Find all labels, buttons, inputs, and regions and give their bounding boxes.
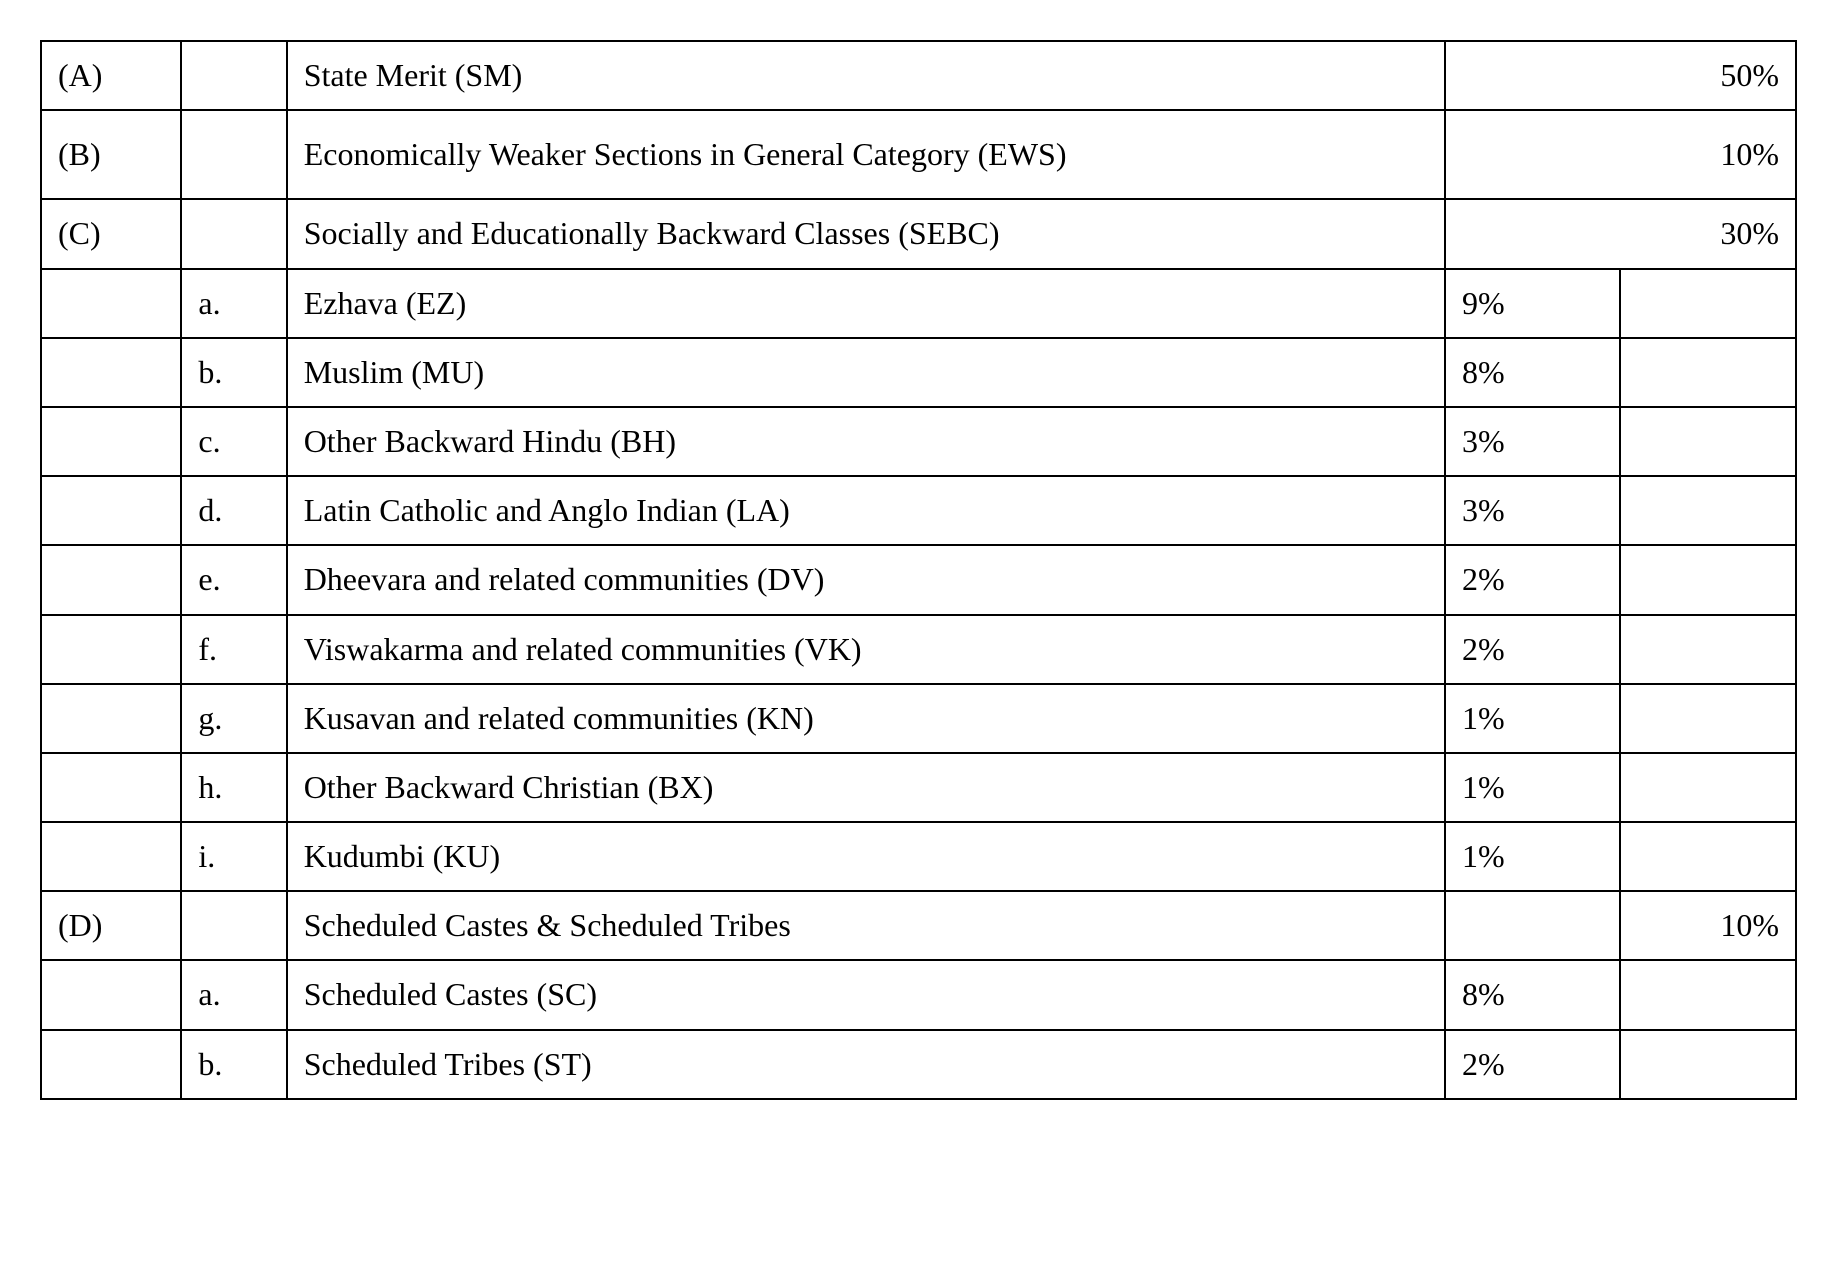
cell-desc: Dheevara and related communities (DV) <box>287 545 1445 614</box>
cell-pct-sub: 2% <box>1445 545 1621 614</box>
cell-desc: Scheduled Castes & Scheduled Tribes <box>287 891 1445 960</box>
cell-desc: Socially and Educationally Backward Clas… <box>287 199 1445 268</box>
cell-sub <box>181 199 286 268</box>
cell-sub: d. <box>181 476 286 545</box>
cell-pct-total <box>1620 407 1796 476</box>
cell-pct-sub: 2% <box>1445 1030 1621 1099</box>
cell-pct-total: 10% <box>1620 891 1796 960</box>
cell-sub <box>181 41 286 110</box>
table-row: e.Dheevara and related communities (DV)2… <box>41 545 1796 614</box>
cell-pct-total: 30% <box>1445 199 1796 268</box>
cell-letter: (A) <box>41 41 181 110</box>
cell-letter: (B) <box>41 110 181 199</box>
cell-desc: Other Backward Hindu (BH) <box>287 407 1445 476</box>
cell-sub: a. <box>181 960 286 1029</box>
cell-desc: Ezhava (EZ) <box>287 269 1445 338</box>
cell-letter <box>41 269 181 338</box>
cell-desc: Kudumbi (KU) <box>287 822 1445 891</box>
reservation-table: (A) State Merit (SM)50% (B) Economically We… <box>40 40 1797 1100</box>
cell-desc: Scheduled Castes (SC) <box>287 960 1445 1029</box>
cell-sub: f. <box>181 615 286 684</box>
table-row: f.Viswakarma and related communities (VK… <box>41 615 1796 684</box>
cell-letter <box>41 753 181 822</box>
cell-sub: b. <box>181 1030 286 1099</box>
cell-pct-sub: 8% <box>1445 960 1621 1029</box>
cell-sub: e. <box>181 545 286 614</box>
cell-letter <box>41 615 181 684</box>
cell-sub: i. <box>181 822 286 891</box>
cell-desc: Muslim (MU) <box>287 338 1445 407</box>
cell-sub: b. <box>181 338 286 407</box>
cell-pct-sub: 1% <box>1445 753 1621 822</box>
table-row: (D) Scheduled Castes & Scheduled Tribes 10… <box>41 891 1796 960</box>
cell-letter <box>41 407 181 476</box>
cell-pct-sub: 2% <box>1445 615 1621 684</box>
cell-pct-sub: 8% <box>1445 338 1621 407</box>
cell-pct-total <box>1620 269 1796 338</box>
cell-pct-sub <box>1445 891 1621 960</box>
cell-desc: Viswakarma and related communities (VK) <box>287 615 1445 684</box>
table-row: (C) Socially and Educationally Backward C… <box>41 199 1796 268</box>
cell-pct-total <box>1620 476 1796 545</box>
table-row: a.Ezhava (EZ)9% <box>41 269 1796 338</box>
cell-pct-sub: 9% <box>1445 269 1621 338</box>
cell-pct-total <box>1620 684 1796 753</box>
cell-desc: Kusavan and related communities (KN) <box>287 684 1445 753</box>
cell-sub: a. <box>181 269 286 338</box>
cell-pct-total: 50% <box>1445 41 1796 110</box>
cell-letter <box>41 338 181 407</box>
table-row: i.Kudumbi (KU)1% <box>41 822 1796 891</box>
cell-sub: h. <box>181 753 286 822</box>
cell-pct-total <box>1620 615 1796 684</box>
cell-pct-total <box>1620 1030 1796 1099</box>
cell-letter <box>41 684 181 753</box>
cell-desc: Scheduled Tribes (ST) <box>287 1030 1445 1099</box>
cell-desc: Economically Weaker Sections in General … <box>287 110 1445 199</box>
cell-sub: g. <box>181 684 286 753</box>
cell-letter <box>41 822 181 891</box>
table-row: a.Scheduled Castes (SC)8% <box>41 960 1796 1029</box>
cell-desc: Other Backward Christian (BX) <box>287 753 1445 822</box>
cell-letter <box>41 476 181 545</box>
table-row: (A) State Merit (SM)50% <box>41 41 1796 110</box>
cell-letter <box>41 960 181 1029</box>
table-row: d.Latin Catholic and Anglo Indian (LA)3% <box>41 476 1796 545</box>
cell-pct-sub: 3% <box>1445 476 1621 545</box>
cell-pct-sub: 1% <box>1445 684 1621 753</box>
table-row: c.Other Backward Hindu (BH)3% <box>41 407 1796 476</box>
cell-pct-total <box>1620 545 1796 614</box>
table-row: h.Other Backward Christian (BX)1% <box>41 753 1796 822</box>
cell-desc: Latin Catholic and Anglo Indian (LA) <box>287 476 1445 545</box>
cell-letter: (C) <box>41 199 181 268</box>
cell-sub <box>181 110 286 199</box>
table-row: b.Muslim (MU)8% <box>41 338 1796 407</box>
cell-pct-total <box>1620 960 1796 1029</box>
table-row: b.Scheduled Tribes (ST)2% <box>41 1030 1796 1099</box>
cell-pct-total <box>1620 338 1796 407</box>
table-row: (B) Economically Weaker Sections in Gener… <box>41 110 1796 199</box>
cell-letter: (D) <box>41 891 181 960</box>
cell-pct-total <box>1620 753 1796 822</box>
cell-letter <box>41 1030 181 1099</box>
cell-sub <box>181 891 286 960</box>
cell-pct-total: 10% <box>1445 110 1796 199</box>
table-row: g.Kusavan and related communities (KN)1% <box>41 684 1796 753</box>
cell-pct-sub: 1% <box>1445 822 1621 891</box>
cell-pct-total <box>1620 822 1796 891</box>
cell-letter <box>41 545 181 614</box>
cell-desc: State Merit (SM) <box>287 41 1445 110</box>
cell-pct-sub: 3% <box>1445 407 1621 476</box>
cell-sub: c. <box>181 407 286 476</box>
